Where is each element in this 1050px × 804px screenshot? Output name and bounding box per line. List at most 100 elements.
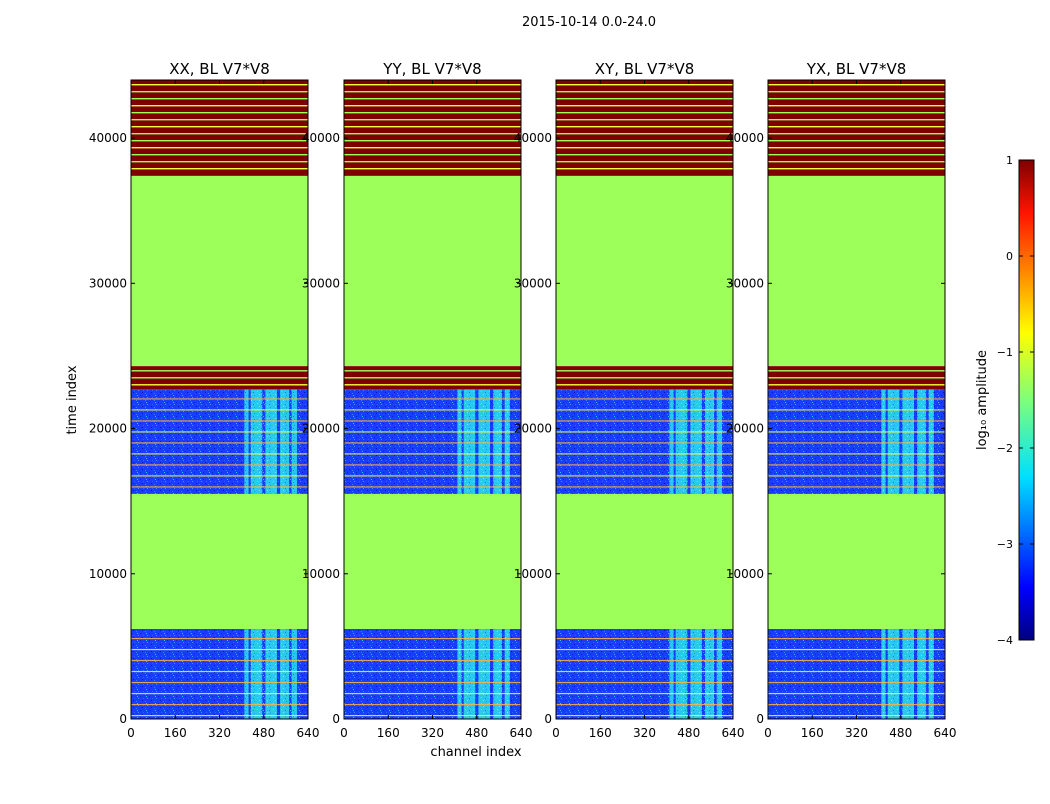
- colorbar-tick-label: −3: [997, 538, 1013, 551]
- stripe: [131, 112, 308, 114]
- stripe: [344, 420, 521, 422]
- time-segment: [768, 366, 945, 390]
- y-axis-label: time index: [65, 365, 80, 434]
- stripe: [131, 105, 308, 107]
- stripe: [344, 431, 521, 433]
- stripe: [131, 91, 308, 93]
- stripe: [768, 464, 945, 466]
- stripe: [768, 486, 945, 488]
- segment-block: [768, 175, 945, 367]
- x-tick-label: 160: [589, 726, 612, 740]
- colorbar-tick-label: −1: [997, 346, 1013, 359]
- rfi-band: [675, 628, 688, 719]
- rfi-band: [280, 389, 290, 494]
- stripe: [131, 431, 308, 433]
- time-segment: [556, 628, 733, 719]
- stripe: [131, 398, 308, 400]
- stripe: [131, 409, 308, 411]
- panel-title: YY, BL V7*V8: [382, 60, 481, 78]
- stripe: [344, 442, 521, 444]
- stripe: [556, 409, 733, 411]
- x-tick-label: 640: [722, 726, 745, 740]
- stripe: [556, 140, 733, 142]
- rfi-band: [504, 628, 510, 719]
- rfi-band: [690, 628, 702, 719]
- rfi-band: [917, 628, 927, 719]
- x-tick-label: 160: [801, 726, 824, 740]
- stripe: [131, 168, 308, 170]
- stripe: [344, 84, 521, 86]
- stripe: [556, 398, 733, 400]
- stripe: [344, 161, 521, 163]
- time-segment: [344, 493, 521, 629]
- stripe: [556, 91, 733, 93]
- stripe: [131, 84, 308, 86]
- stripe: [131, 98, 308, 100]
- stripe: [344, 140, 521, 142]
- stripe: [768, 637, 945, 640]
- stripe: [768, 147, 945, 149]
- stripe: [768, 398, 945, 400]
- figure-title: 2015-10-14 0.0-24.0: [522, 15, 656, 30]
- y-tick-label: 10000: [89, 567, 127, 581]
- rfi-band: [675, 389, 688, 494]
- stripe: [768, 112, 945, 114]
- stripe: [344, 384, 521, 386]
- rfi-band: [716, 628, 722, 719]
- stripe: [344, 692, 521, 695]
- stripe: [131, 147, 308, 149]
- rfi-band: [690, 389, 702, 494]
- stripe: [556, 105, 733, 107]
- time-segment: [768, 628, 945, 719]
- time-segment: [131, 175, 308, 367]
- y-tick-label: 10000: [726, 567, 764, 581]
- stripe: [768, 420, 945, 422]
- x-tick-label: 0: [340, 726, 348, 740]
- colorbar-tick-label: 1: [1006, 154, 1013, 167]
- stripe: [131, 475, 308, 477]
- stripe: [768, 409, 945, 411]
- rfi-band: [291, 628, 297, 719]
- rfi-band: [887, 628, 900, 719]
- stripe: [768, 161, 945, 163]
- x-tick-label: 0: [127, 726, 135, 740]
- time-segment: [556, 80, 733, 176]
- x-tick-label: 0: [552, 726, 560, 740]
- colorbar-label: log₁₀ amplitude: [975, 350, 990, 450]
- stripe: [131, 370, 308, 372]
- y-tick-label: 10000: [302, 567, 340, 581]
- stripe: [131, 670, 308, 673]
- colorbar-tick-label: −2: [997, 442, 1013, 455]
- x-tick-label: 480: [677, 726, 700, 740]
- stripe: [131, 637, 308, 640]
- rfi-band: [902, 628, 914, 719]
- stripe: [768, 126, 945, 128]
- rfi-band: [478, 389, 490, 494]
- time-segment: [556, 366, 733, 390]
- stripe: [768, 370, 945, 372]
- y-tick-label: 30000: [302, 276, 340, 290]
- y-tick-label: 0: [544, 712, 552, 726]
- stripe: [344, 126, 521, 128]
- x-tick-label: 160: [164, 726, 187, 740]
- stripe: [556, 377, 733, 379]
- stripe: [556, 112, 733, 114]
- rfi-band: [463, 628, 476, 719]
- time-segment: [768, 493, 945, 629]
- stripe: [131, 442, 308, 444]
- rfi-band: [478, 628, 490, 719]
- rfi-band: [669, 389, 674, 494]
- x-axis-label: channel index: [430, 745, 521, 760]
- colorbar-gradient: [1018, 159, 1035, 641]
- stripe: [556, 703, 733, 706]
- segment-block: [556, 175, 733, 367]
- stripe: [131, 648, 308, 651]
- stripe: [768, 384, 945, 386]
- rfi-band: [291, 389, 297, 494]
- stripe: [556, 692, 733, 695]
- segment-block: [131, 175, 308, 367]
- stripe: [768, 140, 945, 142]
- stripe: [344, 659, 521, 662]
- stripe: [768, 431, 945, 433]
